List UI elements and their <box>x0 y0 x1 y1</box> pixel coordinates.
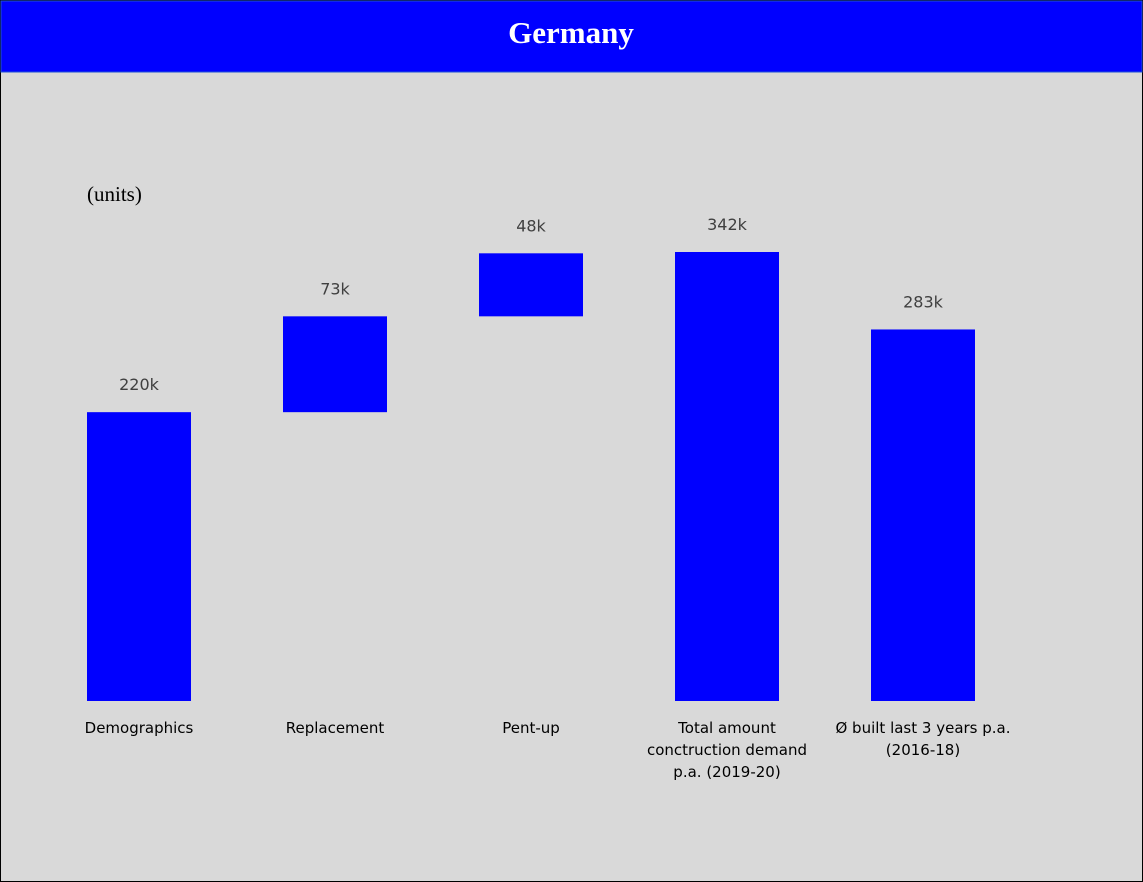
x-tick-label-line: Pent-up <box>502 719 560 737</box>
bar <box>283 316 387 413</box>
value-label: 283k <box>903 292 944 311</box>
x-tick-label-line: p.a. (2019-20) <box>673 763 780 781</box>
x-tick-label: Total amount conctruction demand p.a. (201… <box>647 719 807 781</box>
x-tick-label: Pent-up <box>502 719 560 737</box>
x-tick-label-line: Demographics <box>85 719 194 737</box>
value-label: 73k <box>320 279 350 298</box>
header <box>0 0 1143 73</box>
x-tick-label: Replacement <box>286 719 385 737</box>
value-label: 48k <box>516 216 546 235</box>
bar <box>87 412 191 701</box>
x-tick-label-line: (2016-18) <box>886 741 960 759</box>
chart-title: Germany <box>508 15 634 50</box>
subtitle: (units) <box>87 182 142 206</box>
value-label: 342k <box>707 215 748 234</box>
bar <box>871 329 975 701</box>
x-tick-label-line: conctruction demand <box>647 741 807 759</box>
bar <box>479 253 583 317</box>
x-tick-label: Ø built last 3 years p.a. (2016-18) <box>835 719 1010 759</box>
value-label: 220k <box>119 375 160 394</box>
x-tick-label-line: Replacement <box>286 719 385 737</box>
x-tick-label-line: Total amount <box>677 719 776 737</box>
x-tick-label: Demographics <box>85 719 194 737</box>
x-tick-label-line: Ø built last 3 years p.a. <box>835 719 1010 737</box>
bar <box>675 252 779 701</box>
